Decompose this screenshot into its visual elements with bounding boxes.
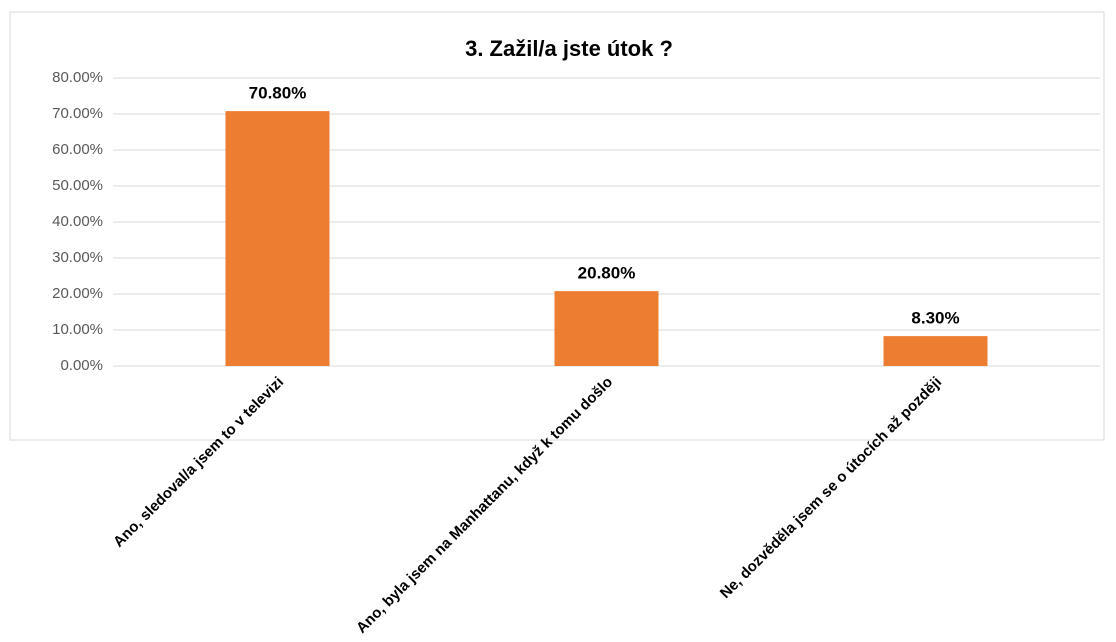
chart-frame <box>9 11 1105 441</box>
bar <box>225 111 330 367</box>
y-tick-label: 50.00% <box>52 177 103 194</box>
y-tick-label: 40.00% <box>52 213 103 230</box>
bar <box>883 336 988 366</box>
y-tick-label: 70.00% <box>52 105 103 122</box>
y-tick-label: 60.00% <box>52 141 103 158</box>
chart-title: 3. Zažil/a jste útok ? <box>465 36 673 61</box>
y-tick-label: 30.00% <box>52 249 103 266</box>
y-tick-label: 10.00% <box>52 321 103 338</box>
data-label: 70.80% <box>249 84 307 103</box>
bar <box>554 291 659 366</box>
data-label: 20.80% <box>578 264 636 283</box>
y-tick-label: 80.00% <box>52 69 103 86</box>
y-tick-label: 20.00% <box>52 285 103 302</box>
data-label: 8.30% <box>911 309 959 328</box>
y-tick-label: 0.00% <box>60 357 103 374</box>
